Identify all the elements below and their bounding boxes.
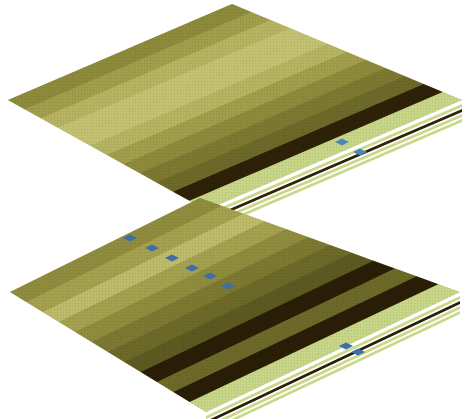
lower-edge-band [231, 311, 460, 419]
lower-edge-band [220, 306, 460, 419]
lower-slab-grid [10, 198, 460, 412]
upper-terrain-slab [8, 4, 462, 232]
lower-edge-band [206, 296, 460, 419]
lower-slab-edge-bands [206, 296, 460, 419]
lower-slab-water [123, 234, 365, 356]
lower-water-cell [339, 342, 353, 350]
upper-edge-band [206, 109, 462, 222]
lower-water-cell [203, 272, 217, 280]
lower-water-cell [145, 244, 159, 252]
lower-water-cell [351, 348, 365, 356]
upper-slab-grid [8, 4, 462, 210]
lower-edge-band [210, 301, 460, 419]
upper-edge-band [206, 114, 462, 227]
lower-water-cell [123, 234, 137, 242]
lower-terrain-slab [10, 198, 460, 419]
upper-slab-water [335, 138, 367, 156]
lower-water-cell [165, 254, 179, 262]
upper-edge-band [206, 119, 462, 232]
lower-water-cell [221, 282, 235, 290]
upper-slab-edge-bands [206, 104, 462, 232]
upper-water-cell [353, 148, 367, 156]
upper-water-cell [335, 138, 349, 146]
lower-water-cell [185, 264, 199, 272]
upper-edge-band [206, 104, 462, 217]
